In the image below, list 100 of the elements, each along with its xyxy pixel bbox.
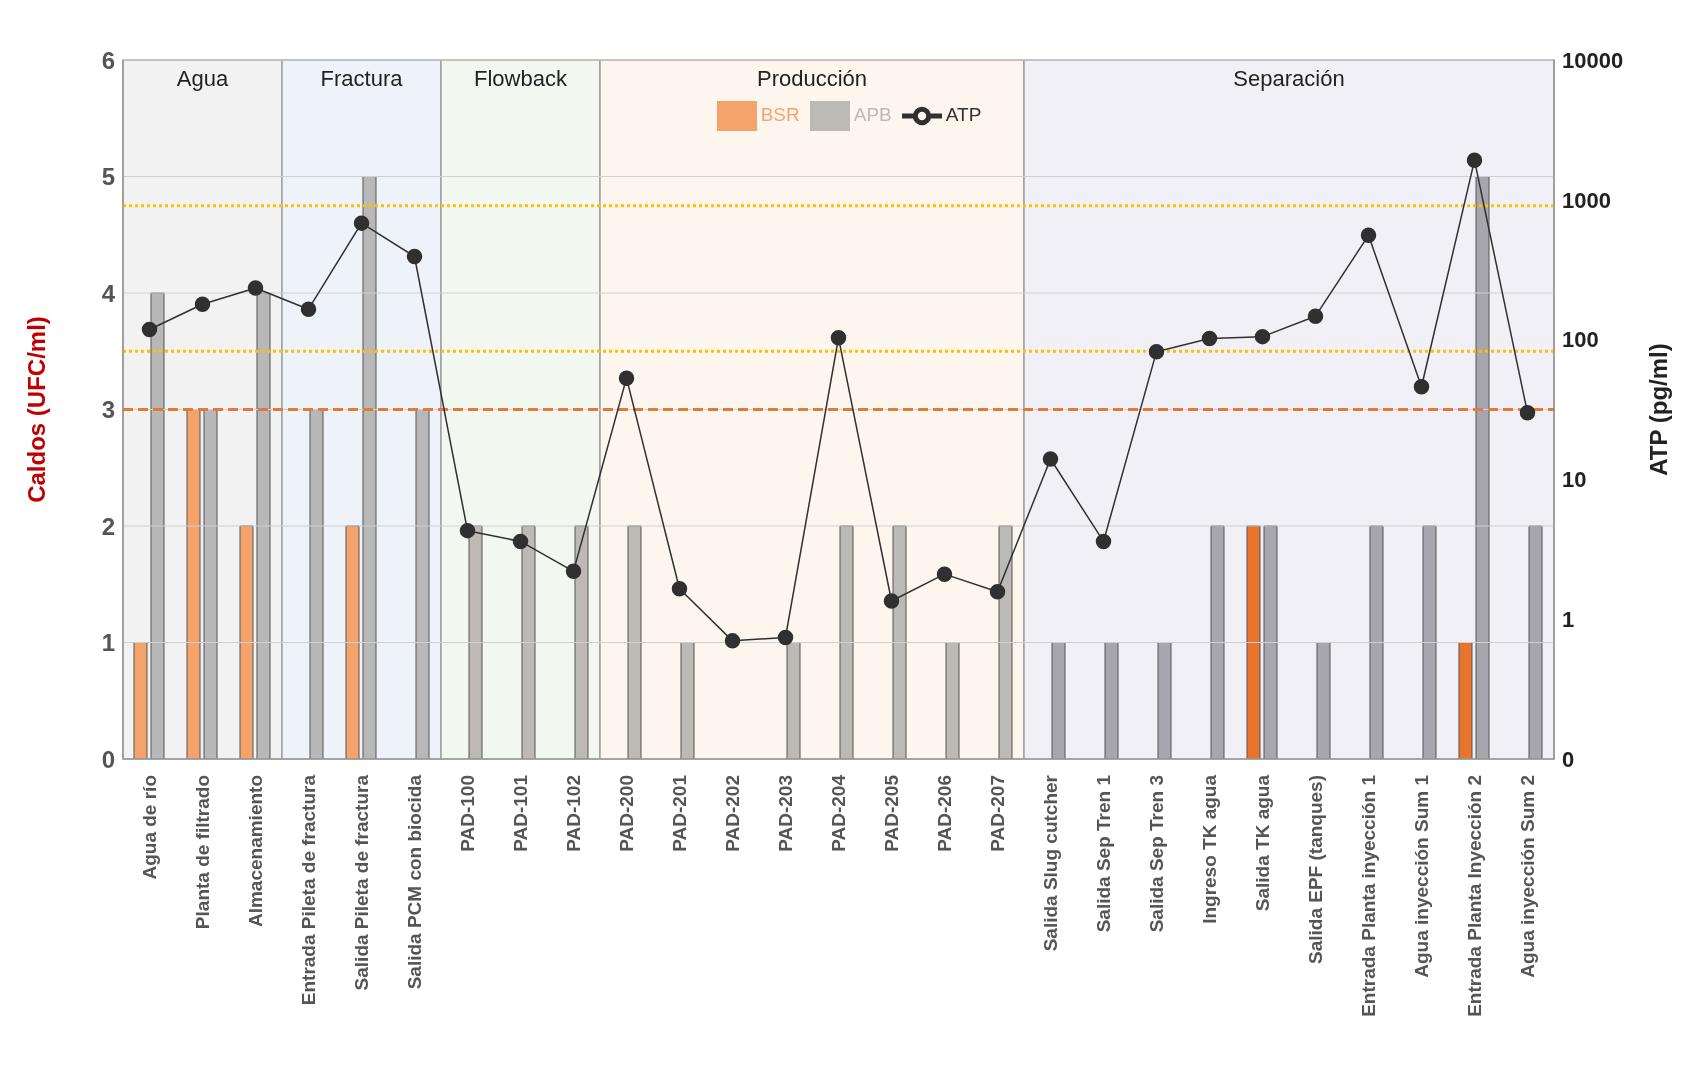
x-tick-label: Salida Sep Tren 3 <box>1146 775 1167 933</box>
point <box>300 301 317 317</box>
bar <box>1051 642 1066 759</box>
bar <box>415 409 430 759</box>
bar <box>1210 525 1225 759</box>
y-tick-label: 4 <box>101 279 116 307</box>
point <box>671 581 688 597</box>
point <box>141 321 158 338</box>
x-tick-label: PAD-102 <box>563 775 584 852</box>
y-axis-title: Caldos (UFC/ml) <box>22 316 50 503</box>
x-tick-label: PAD-207 <box>987 775 1008 852</box>
y-tick-label: 6 <box>101 46 115 74</box>
point <box>724 633 741 649</box>
band-label: Producción <box>756 65 868 91</box>
x-tick-label: Planta de filtrado <box>192 775 213 930</box>
y2-tick-label: 10 <box>1562 467 1587 493</box>
bar <box>468 525 483 759</box>
bar <box>521 525 536 759</box>
point <box>1148 343 1165 360</box>
point <box>459 522 476 539</box>
x-tick-label: PAD-204 <box>828 774 849 852</box>
bar <box>680 642 695 759</box>
bar <box>945 642 960 759</box>
x-tick-label: Salida EPF (tanques) <box>1305 775 1326 964</box>
x-tick-label: Entrada Planta Inyección 2 <box>1464 775 1485 1017</box>
point <box>1042 451 1059 467</box>
bar <box>1528 525 1543 759</box>
x-tick-label: Almacenamiento <box>245 775 266 928</box>
y2-tick-label: 10000 <box>1562 47 1624 73</box>
bar <box>1104 642 1119 759</box>
bar <box>1157 642 1172 759</box>
point <box>777 629 794 646</box>
x-tick-label: PAD-202 <box>722 775 743 852</box>
x-tick-label: Agua de río <box>139 775 160 880</box>
point <box>565 563 582 580</box>
x-tick-label: Salida Pileta de fractura <box>351 774 372 991</box>
y-tick-label: 0 <box>101 745 115 773</box>
point <box>247 280 264 296</box>
point <box>618 370 635 386</box>
bar <box>998 525 1013 759</box>
bar <box>786 642 801 759</box>
bar <box>150 292 165 759</box>
point <box>1095 533 1112 550</box>
x-tick-label: Agua inyección Sum 1 <box>1411 774 1432 978</box>
x-tick-label: PAD-205 <box>881 774 902 852</box>
band-label: Agua <box>176 65 229 91</box>
x-tick-label: Entrada Planta inyección 1 <box>1358 774 1379 1017</box>
y-tick-label: 2 <box>101 512 115 540</box>
bar <box>1246 525 1261 759</box>
x-tick-label: PAD-200 <box>616 775 637 852</box>
bar <box>345 525 360 759</box>
point <box>194 296 211 312</box>
y2-tick-label: 100 <box>1562 327 1599 353</box>
point <box>989 584 1006 600</box>
x-tick-label: Entrada Pileta de fractura <box>298 774 319 1006</box>
x-tick-label: Salida PCM con biocida <box>404 774 425 990</box>
bar <box>309 409 324 759</box>
bar <box>1458 642 1473 759</box>
y-tick-label: 3 <box>101 396 115 424</box>
band-label: Flowback <box>474 65 568 91</box>
point <box>512 533 529 550</box>
x-tick-label: PAD-100 <box>457 775 478 852</box>
point <box>936 566 953 582</box>
y2-tick-label: 0 <box>1562 746 1575 772</box>
band-label: Separación <box>1233 65 1345 91</box>
bar <box>627 525 642 759</box>
legend-label: ATP <box>945 104 982 126</box>
x-tick-label: Ingreso TK agua <box>1199 774 1220 924</box>
y2-axis-title: ATP (pg/ml) <box>1644 343 1672 476</box>
point <box>353 215 370 231</box>
bar <box>186 409 201 759</box>
bar <box>203 409 218 759</box>
point <box>830 330 847 346</box>
x-tick-label: Salida Sep Tren 1 <box>1093 774 1114 933</box>
bar <box>133 642 148 759</box>
bar <box>839 525 854 759</box>
legend-label: APB <box>853 104 892 126</box>
bar <box>256 292 271 759</box>
point <box>1413 379 1430 395</box>
bar <box>1316 642 1331 759</box>
bar <box>1263 525 1278 759</box>
point <box>406 248 423 265</box>
bar <box>1475 176 1490 759</box>
x-tick-label: Salida TK agua <box>1252 774 1273 912</box>
legend-label: BSR <box>760 104 800 126</box>
x-tick-label: PAD-203 <box>775 775 796 852</box>
point <box>1307 308 1324 324</box>
y-tick-label: 1 <box>101 629 115 657</box>
y2-tick-label: 1000 <box>1562 187 1611 213</box>
x-tick-label: PAD-206 <box>934 775 955 852</box>
bar <box>892 525 907 759</box>
bar <box>362 176 377 759</box>
point <box>1519 404 1536 421</box>
bar <box>1422 525 1437 759</box>
y-tick-label: 5 <box>101 163 115 191</box>
band-label: Fractura <box>320 65 404 91</box>
x-tick-label: PAD-201 <box>669 774 690 852</box>
point <box>1466 152 1483 169</box>
point <box>1254 328 1271 345</box>
bar <box>574 525 589 759</box>
